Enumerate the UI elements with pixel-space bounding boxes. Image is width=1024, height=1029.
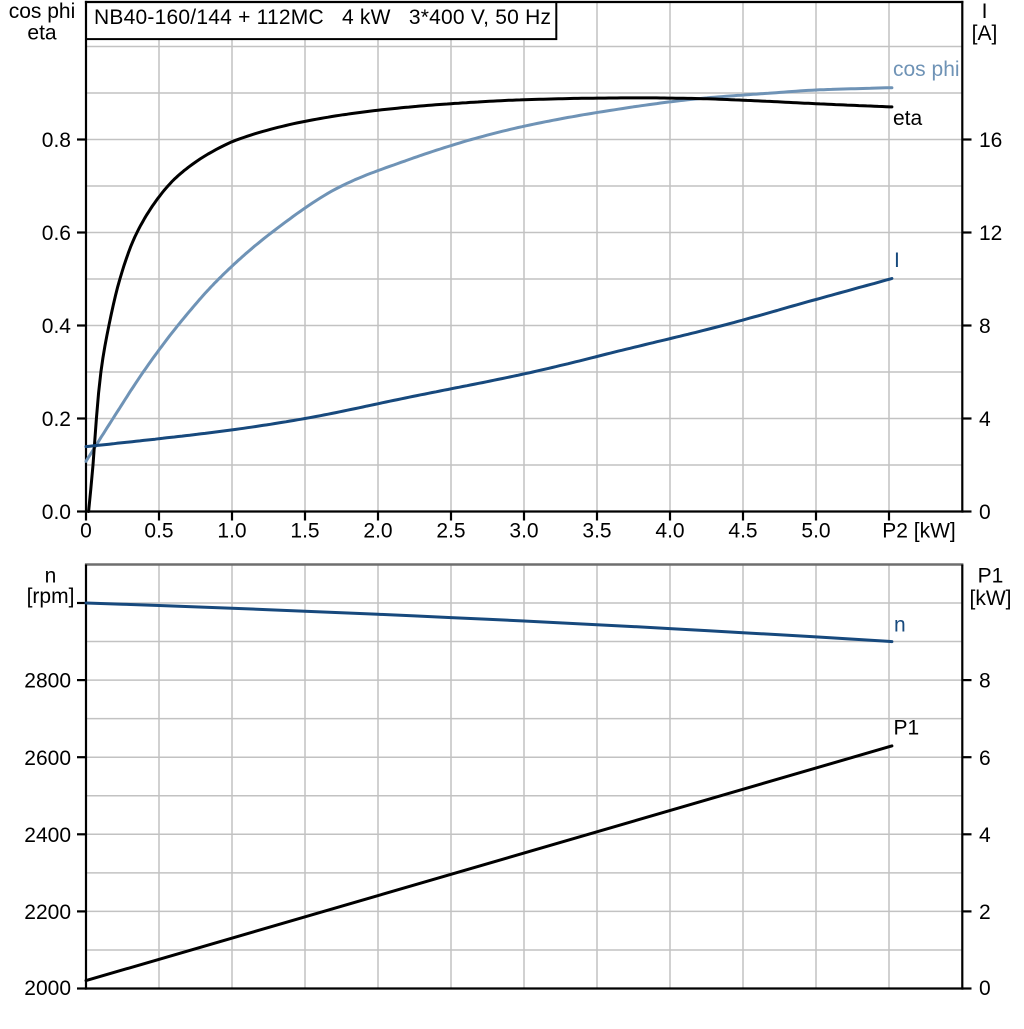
- svg-text:2400: 2400: [24, 824, 71, 847]
- svg-text:4: 4: [979, 408, 991, 431]
- svg-text:2600: 2600: [24, 747, 71, 770]
- svg-text:1.0: 1.0: [217, 520, 246, 543]
- svg-text:cos phi: cos phi: [893, 58, 960, 81]
- svg-text:0.0: 0.0: [42, 501, 71, 524]
- svg-text:5.0: 5.0: [801, 520, 830, 543]
- svg-text:0.5: 0.5: [144, 520, 173, 543]
- svg-text:0.6: 0.6: [42, 222, 71, 245]
- svg-text:1.5: 1.5: [290, 520, 319, 543]
- svg-text:16: 16: [979, 129, 1002, 152]
- svg-text:eta: eta: [27, 22, 57, 45]
- svg-text:P2 [kW]: P2 [kW]: [882, 520, 956, 543]
- svg-text:I: I: [894, 249, 900, 272]
- svg-text:[kW]: [kW]: [970, 587, 1012, 610]
- svg-text:NB40-160/144 + 112MC 4 kW: NB40-160/144 + 112MC 4 kW 3*400 V, 50 Hz: [94, 6, 551, 29]
- svg-text:[rpm]: [rpm]: [27, 585, 75, 608]
- svg-text:eta: eta: [893, 107, 923, 130]
- svg-text:2200: 2200: [24, 901, 71, 924]
- svg-text:2: 2: [979, 901, 991, 924]
- svg-text:P1: P1: [978, 565, 1004, 588]
- svg-text:P1: P1: [894, 717, 920, 740]
- svg-text:0: 0: [80, 520, 92, 543]
- svg-text:cos phi: cos phi: [9, 0, 76, 23]
- svg-text:0: 0: [979, 977, 991, 1000]
- svg-text:0.8: 0.8: [42, 129, 71, 152]
- svg-text:I: I: [982, 0, 988, 23]
- svg-text:3.0: 3.0: [509, 520, 538, 543]
- svg-text:6: 6: [979, 747, 991, 770]
- svg-text:n: n: [894, 614, 906, 637]
- svg-text:[A]: [A]: [972, 22, 998, 45]
- svg-text:2800: 2800: [24, 670, 71, 693]
- svg-text:n: n: [45, 565, 57, 588]
- svg-text:4.0: 4.0: [655, 520, 684, 543]
- svg-text:2.0: 2.0: [363, 520, 392, 543]
- svg-text:2000: 2000: [24, 977, 71, 1000]
- svg-text:3.5: 3.5: [582, 520, 611, 543]
- svg-text:0.4: 0.4: [42, 315, 72, 338]
- svg-text:8: 8: [979, 670, 991, 693]
- svg-text:0: 0: [979, 501, 991, 524]
- svg-text:8: 8: [979, 315, 991, 338]
- svg-text:0.2: 0.2: [42, 408, 71, 431]
- svg-text:4: 4: [979, 824, 991, 847]
- svg-text:12: 12: [979, 222, 1002, 245]
- svg-text:2.5: 2.5: [436, 520, 465, 543]
- svg-text:4.5: 4.5: [728, 520, 757, 543]
